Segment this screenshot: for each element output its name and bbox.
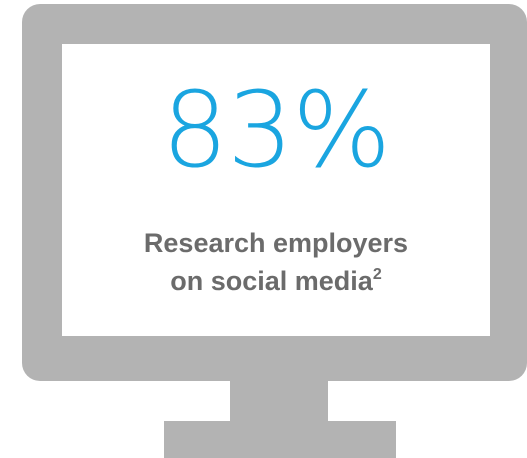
monitor-screen	[62, 44, 490, 336]
monitor-stand-base	[164, 421, 396, 458]
monitor-stand-neck	[230, 381, 328, 423]
caption-line-2-text: on social media	[170, 266, 373, 296]
caption-line-1: Research employers	[143, 228, 409, 258]
stat-value: 83%	[161, 69, 391, 191]
caption-line-2: on social media2	[62, 262, 490, 300]
footnote-marker: 2	[372, 266, 382, 283]
stat-caption: Research employers on social media2	[62, 224, 490, 300]
